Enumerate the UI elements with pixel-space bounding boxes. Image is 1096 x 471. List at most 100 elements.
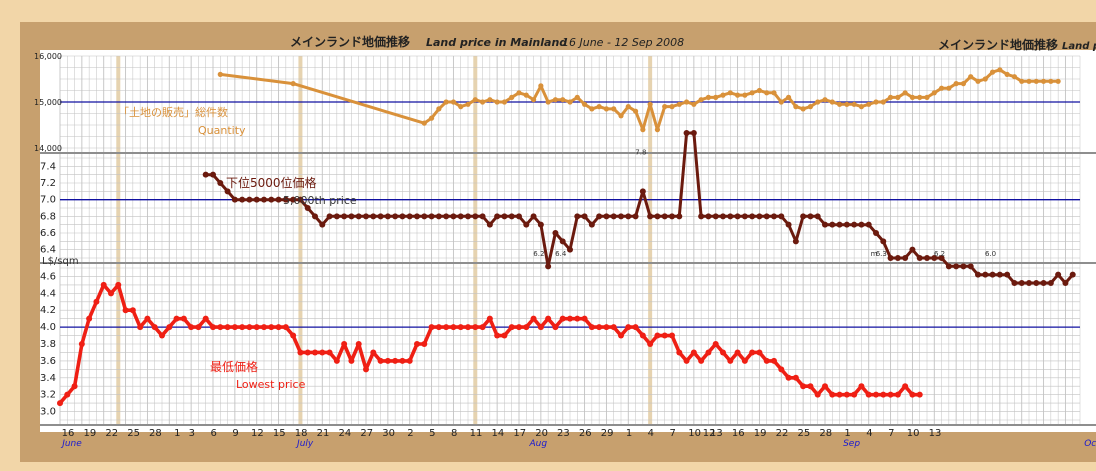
point-price5000 xyxy=(479,213,486,220)
point-price5000 xyxy=(807,213,814,220)
point-price5000 xyxy=(333,213,340,220)
point-lowest xyxy=(720,349,726,356)
point-lowest xyxy=(537,324,544,331)
point-price5000 xyxy=(231,196,238,203)
point-price5000 xyxy=(261,196,267,203)
point-lowest xyxy=(341,341,348,347)
price5000-label-jp: 下位5000位価格 xyxy=(226,175,317,190)
point-quantity xyxy=(873,99,879,105)
point-price5000 xyxy=(603,213,610,220)
point-price5000 xyxy=(909,246,916,253)
point-lowest xyxy=(253,324,260,331)
point-quantity xyxy=(829,99,835,105)
point-lowest xyxy=(873,391,879,398)
point-lowest xyxy=(632,324,639,331)
point-quantity xyxy=(479,99,486,105)
point-quantity xyxy=(1011,74,1018,80)
point-lowest xyxy=(151,324,158,331)
point-price5000 xyxy=(843,221,850,228)
x-tick-label: 12 xyxy=(703,428,716,439)
point-lowest xyxy=(239,324,246,331)
x-tick-labels: 16 19 22 25 28 1 3 6 9 12 15 18 21 24 27 30 2 5 8 11 14 17 20 2… xyxy=(62,428,942,439)
x-tick-label: 22 xyxy=(105,428,118,439)
x-tick-label: 17 xyxy=(513,428,526,439)
point-price5000 xyxy=(822,221,828,228)
point-quantity xyxy=(465,101,471,107)
point-lowest xyxy=(792,374,799,381)
annotation-price5000: 7.8 xyxy=(635,148,646,156)
point-lowest xyxy=(246,324,253,331)
point-lowest xyxy=(836,391,843,398)
point-quantity xyxy=(428,115,435,121)
point-price5000 xyxy=(938,255,945,261)
point-quantity xyxy=(647,101,653,107)
point-lowest xyxy=(690,349,697,356)
point-price5000 xyxy=(975,271,981,278)
y-tick-quantity: 16,000 xyxy=(34,52,62,61)
month-label: Aug xyxy=(528,439,547,449)
x-tick-label: 13 xyxy=(929,428,942,439)
x-tick-label: 1 xyxy=(626,428,632,439)
point-quantity xyxy=(290,81,296,87)
point-lowest xyxy=(319,349,326,356)
point-quantity xyxy=(611,106,617,112)
point-quantity xyxy=(654,127,661,133)
point-price5000 xyxy=(312,213,318,220)
point-price5000 xyxy=(676,213,683,220)
point-price5000 xyxy=(348,213,355,220)
point-price5000 xyxy=(435,213,442,220)
point-lowest xyxy=(705,349,712,356)
point-lowest xyxy=(654,332,661,339)
point-lowest xyxy=(290,332,297,339)
point-quantity xyxy=(756,87,763,94)
point-price5000 xyxy=(960,263,967,270)
point-lowest xyxy=(173,315,180,322)
point-price5000 xyxy=(494,213,501,220)
point-lowest xyxy=(530,315,537,322)
point-lowest xyxy=(501,332,508,339)
point-price5000 xyxy=(239,196,246,203)
point-lowest xyxy=(829,391,836,398)
x-tick-label: 4 xyxy=(866,428,872,439)
point-price5000 xyxy=(1004,271,1011,278)
x-tick-label: 6 xyxy=(211,428,217,439)
point-lowest xyxy=(734,349,741,356)
point-price5000 xyxy=(253,196,260,203)
x-tick-label: 12 xyxy=(251,428,264,439)
point-quantity xyxy=(458,104,464,110)
point-quantity xyxy=(960,81,967,87)
y-tick-quantity: 14,000 xyxy=(34,144,62,153)
point-price5000 xyxy=(931,255,938,261)
point-price5000 xyxy=(355,213,362,220)
point-lowest xyxy=(108,290,114,297)
point-lowest xyxy=(122,307,129,314)
point-lowest xyxy=(814,391,821,398)
point-price5000 xyxy=(392,213,399,220)
point-quantity xyxy=(421,120,427,126)
point-lowest xyxy=(508,324,515,331)
point-lowest xyxy=(268,324,275,331)
point-lowest xyxy=(457,324,464,331)
point-lowest xyxy=(712,341,719,347)
point-quantity xyxy=(603,106,610,112)
annotation-price5000: 6.2 xyxy=(934,250,945,258)
point-quantity xyxy=(866,101,872,107)
point-price5000 xyxy=(319,221,326,228)
point-lowest xyxy=(275,324,282,331)
x-tick-label: 8 xyxy=(451,428,457,439)
y-tick-price5000: 7.4 xyxy=(40,161,56,172)
y-tick-price5000: 7.2 xyxy=(40,178,56,189)
point-price5000 xyxy=(989,271,996,278)
month-labels: June July Aug Sep Oct xyxy=(60,439,1096,449)
point-price5000 xyxy=(384,213,391,220)
x-tick-label: 10 xyxy=(688,428,701,439)
point-quantity xyxy=(450,99,457,105)
point-quantity xyxy=(734,92,741,98)
point-quantity xyxy=(581,101,588,107)
point-lowest xyxy=(661,332,668,339)
point-quantity xyxy=(567,99,573,105)
point-lowest xyxy=(574,315,581,322)
point-price5000 xyxy=(996,271,1003,278)
y-tick-lowest: 3.0 xyxy=(40,407,56,418)
